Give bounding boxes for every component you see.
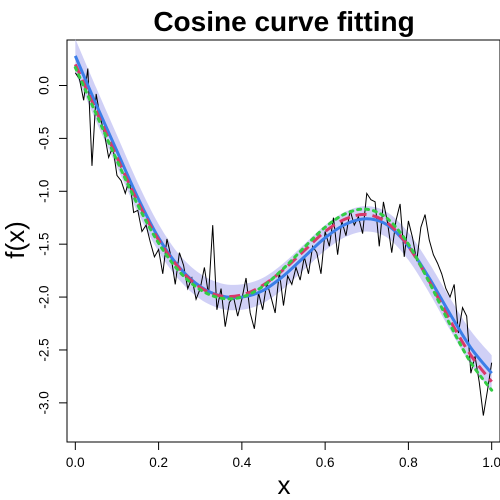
y-tick-label: -0.5 [37,127,52,150]
confidence-band-layer [75,38,492,392]
y-tick-label: 0.0 [36,76,51,95]
green-fit-curve [73,66,494,392]
y-tick-label: -1.0 [36,180,51,203]
x-tick-label: 0.2 [149,455,168,470]
observed-data-line [74,68,493,416]
x-tick-label: 1.0 [482,455,500,470]
x-axis-label: x [278,470,291,500]
y-tick-label: -2.0 [36,285,51,308]
axes-layer: 0.0 0.2 0.4 0.6 0.8 1.0 0.0 -0.5 -1.0 -1.5 -2.0 -2.… [36,76,500,470]
x-tick-label: 0.8 [399,455,418,470]
y-axis-label: f(x) [0,221,30,259]
y-tick-label: -3.0 [36,391,51,414]
x-tick-label: 0.6 [316,455,335,470]
confidence-band [75,38,492,392]
y-tick-label: -2.5 [37,338,52,361]
x-tick-label: 0.4 [232,455,251,470]
y-tick-label: -1.5 [37,233,52,256]
series-layer [73,55,494,416]
chart-title: Cosine curve fitting [153,6,414,37]
red-fit-curve [73,63,493,383]
blue-fit-curve [73,55,493,375]
x-tick-label: 0.0 [66,455,85,470]
plot-frame [66,39,500,443]
